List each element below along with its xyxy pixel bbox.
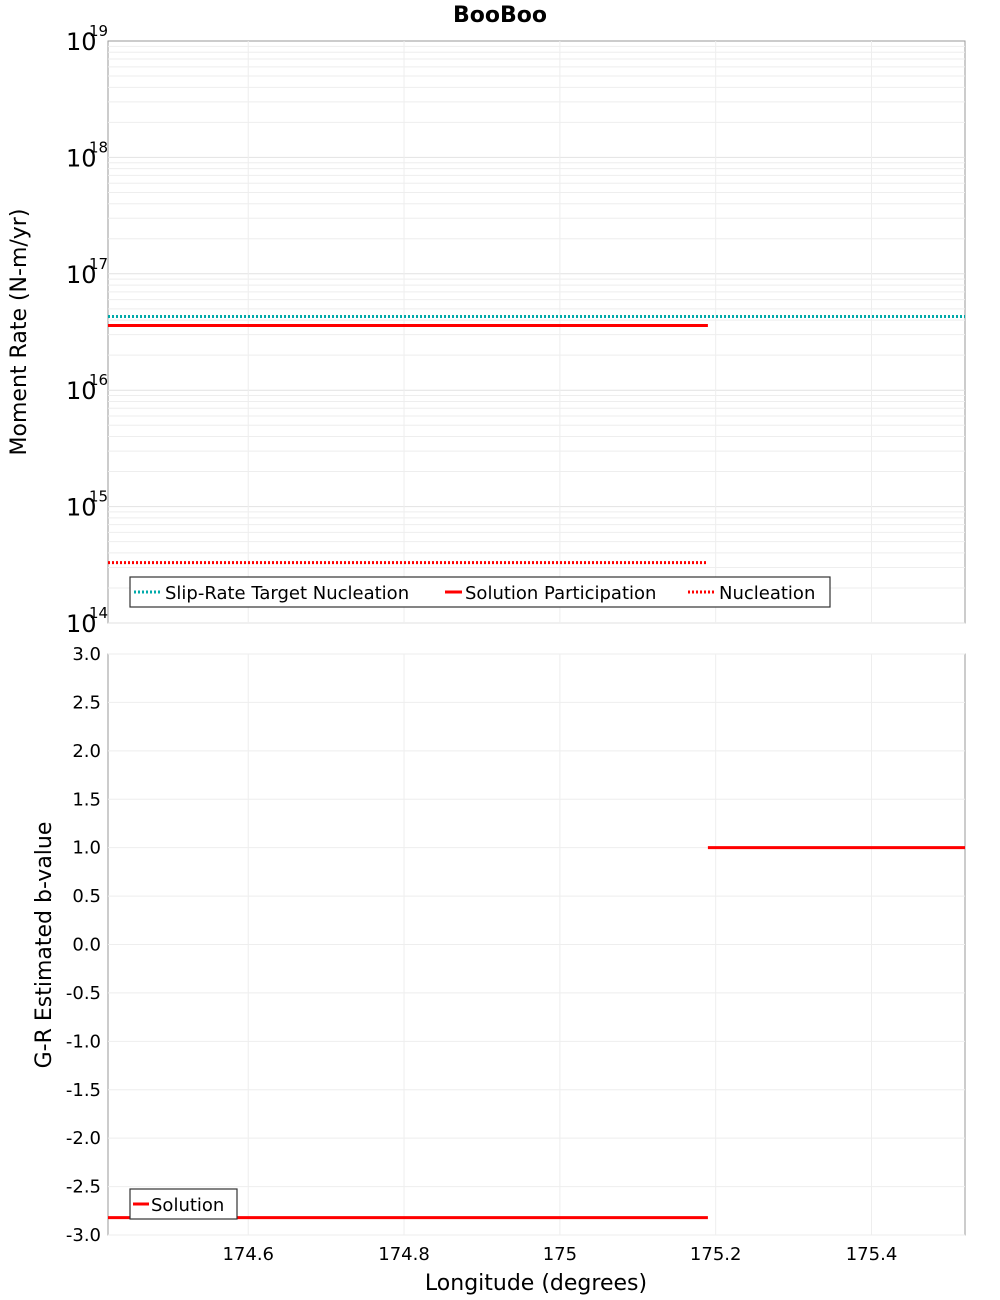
y-tick-label-bottom: -1.0 bbox=[66, 1031, 101, 1052]
legend-label-slip-rate: Slip-Rate Target Nucleation bbox=[165, 583, 409, 604]
y-tick-label-bottom: -2.5 bbox=[66, 1177, 101, 1198]
y-tick-label-bottom: -0.5 bbox=[66, 983, 101, 1004]
y-tick-label-bottom: 2.0 bbox=[72, 741, 101, 762]
y-axis-label-bottom: G-R Estimated b-value bbox=[32, 822, 57, 1069]
series-top bbox=[108, 314, 965, 565]
legend-top: Slip-Rate Target Nucleation Solution Par… bbox=[129, 576, 831, 608]
grid-bottom bbox=[108, 653, 965, 1236]
x-tick-label: 174.8 bbox=[378, 1244, 430, 1265]
y-tick-label-bottom: -1.5 bbox=[66, 1080, 101, 1101]
legend-label-participation: Solution Participation bbox=[465, 583, 656, 604]
legend-label-solution: Solution bbox=[151, 1195, 224, 1216]
x-ticks-bottom: 174.6 174.8 175 175.2 175.4 bbox=[222, 1244, 897, 1265]
y-tick-base-top: 10 bbox=[66, 261, 97, 289]
plot-area-top bbox=[107, 40, 966, 624]
x-tick-label: 174.6 bbox=[222, 1244, 274, 1265]
x-tick-label: 175.2 bbox=[690, 1244, 742, 1265]
y-tick-base-top: 10 bbox=[66, 610, 97, 638]
x-tick-label: 175 bbox=[543, 1244, 577, 1265]
legend-label-nucleation: Nucleation bbox=[719, 583, 815, 604]
y-tick-exp-top: 19 bbox=[89, 22, 108, 40]
y-axis-label-top: Moment Rate (N-m/yr) bbox=[7, 209, 32, 456]
legend-bottom: Solution bbox=[129, 1188, 238, 1220]
y-tick-label-bottom: 1.0 bbox=[72, 838, 101, 859]
chart-title: BooBoo bbox=[453, 3, 547, 28]
y-tick-exp-top: 14 bbox=[89, 604, 108, 622]
y-tick-label-bottom: 2.5 bbox=[72, 692, 101, 713]
x-tick-label: 175.4 bbox=[846, 1244, 898, 1265]
b-value-panel: -3.0 -2.5 -2.0 -1.5 -1.0 -0.5 0.0 0.5 1.0 1.5 2.0 2… bbox=[32, 644, 966, 1296]
y-tick-exp-top: 18 bbox=[89, 138, 108, 156]
y-tick-label-bottom: -2.0 bbox=[66, 1128, 101, 1149]
y-tick-base-top: 10 bbox=[66, 377, 97, 405]
y-tick-label-bottom: 0.0 bbox=[72, 935, 101, 956]
grid-top bbox=[108, 41, 965, 624]
y-tick-exp-top: 15 bbox=[89, 488, 108, 506]
y-tick-base-top: 10 bbox=[66, 494, 97, 522]
y-ticks-bottom: -3.0 -2.5 -2.0 -1.5 -1.0 -0.5 0.0 0.5 1.0 1.5 2.0 2… bbox=[66, 644, 101, 1246]
x-axis-label: Longitude (degrees) bbox=[425, 1271, 647, 1296]
y-tick-exp-top: 17 bbox=[89, 255, 108, 273]
y-tick-base-top: 10 bbox=[66, 144, 97, 172]
y-tick-label-bottom: 1.5 bbox=[72, 789, 101, 810]
y-tick-label-bottom: 3.0 bbox=[72, 644, 101, 665]
y-tick-exp-top: 16 bbox=[89, 371, 108, 389]
y-tick-label-bottom: -3.0 bbox=[66, 1225, 101, 1246]
y-tick-label-bottom: 0.5 bbox=[72, 886, 101, 907]
y-tick-base-top: 10 bbox=[66, 28, 97, 56]
